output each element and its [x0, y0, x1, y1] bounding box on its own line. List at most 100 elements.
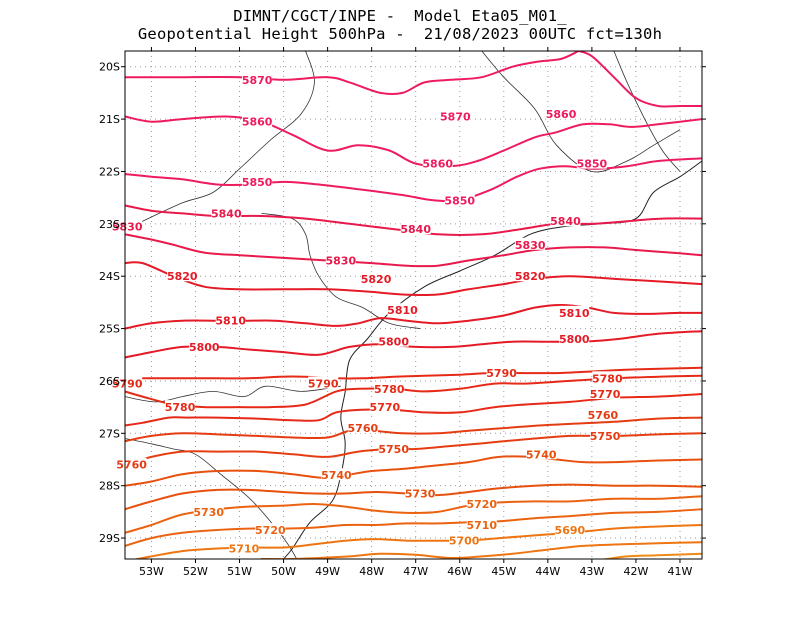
contour-5870	[577, 51, 702, 108]
contour-label-bg	[590, 428, 621, 441]
contour-label-bg	[228, 541, 259, 554]
x-tick-label: 45W	[491, 565, 516, 578]
contour-5680	[600, 552, 702, 559]
contour-label: 5790	[308, 378, 339, 391]
contour-5730	[125, 483, 702, 511]
contour-5710	[125, 508, 702, 547]
contour-5690	[260, 541, 702, 559]
contour-5860	[125, 115, 702, 168]
contour-label: 5740	[526, 448, 557, 461]
contour-label: 5850	[242, 176, 273, 189]
contour-label: 5690	[555, 524, 586, 537]
contour-label-bg	[440, 109, 471, 122]
contour-label-bg	[559, 332, 590, 345]
contour-5870	[125, 51, 580, 96]
contour-label-bg	[325, 253, 356, 266]
contour-label-bg	[116, 457, 147, 470]
contour-label-bg	[449, 533, 480, 546]
contour-5850	[125, 157, 702, 203]
contour-label: 5840	[400, 223, 431, 236]
contour-label: 5800	[559, 333, 590, 346]
contour-label: 5780	[165, 401, 196, 414]
contour-label-bg	[592, 371, 623, 384]
contour-label-bg	[167, 269, 198, 282]
contour-label-bg	[400, 222, 431, 235]
y-tick-label: 27S	[99, 427, 120, 440]
x-tick-label: 49W	[315, 565, 340, 578]
contour-label-bg	[515, 269, 546, 282]
contour-label-bg	[486, 366, 517, 379]
y-tick-label: 29S	[99, 532, 120, 545]
contour-label-bg	[211, 206, 242, 219]
contour-label: 5780	[592, 372, 623, 385]
contour-5740	[125, 455, 702, 487]
y-tick-label: 28S	[99, 480, 120, 493]
y-tick-label: 22S	[99, 165, 120, 178]
contour-5790	[125, 366, 702, 380]
contour-label-bg	[112, 376, 143, 389]
contour-label: 5710	[229, 543, 260, 556]
contour-label: 5760	[348, 422, 379, 435]
contour-label-bg	[242, 174, 273, 187]
state-boundary	[261, 213, 421, 329]
y-tick-label: 25S	[99, 323, 120, 336]
contour-label: 5830	[515, 239, 546, 252]
contour-label: 5810	[387, 304, 418, 317]
contour-label-bg	[587, 407, 618, 420]
contour-label-bg	[444, 193, 475, 206]
contour-label-bg	[559, 305, 590, 318]
contour-labels: 5870 5870 5860 5860 5860 5850 5850 5850 5840 5840…	[112, 72, 623, 556]
contour-label: 5750	[378, 443, 409, 456]
contour-label-bg	[242, 72, 273, 85]
contour-label-bg	[321, 468, 352, 481]
contour-label: 5800	[189, 341, 220, 354]
contour-label: 5820	[515, 270, 546, 283]
x-tick-label: 50W	[271, 565, 296, 578]
contour-label-bg	[193, 504, 224, 517]
state-boundary	[125, 438, 298, 559]
contour-label: 5760	[116, 459, 147, 472]
x-tick-label: 44W	[535, 565, 560, 578]
y-tick-label: 26S	[99, 375, 120, 388]
state-boundary	[613, 51, 681, 172]
contour-label: 5700	[449, 535, 480, 548]
contour-label-bg	[576, 156, 607, 169]
contour-label-bg	[378, 334, 409, 347]
map-title-line-2: Geopotential Height 500hPa - 21/08/2023 …	[137, 25, 663, 43]
contour-label-bg	[361, 271, 392, 284]
contour-label: 5790	[112, 378, 143, 391]
contour-5760	[125, 416, 702, 443]
contour-label: 5850	[444, 194, 475, 207]
contour-label-bg	[165, 400, 196, 413]
contour-label-bg	[405, 486, 436, 499]
state-boundary	[125, 51, 315, 230]
contour-label: 5870	[440, 110, 471, 123]
contour-label-bg	[255, 523, 286, 536]
contour-label-bg	[422, 156, 453, 169]
x-tick-label: 43W	[579, 565, 604, 578]
contour-label: 5720	[255, 524, 286, 537]
contour-label: 5810	[215, 315, 246, 328]
contour-label: 5850	[577, 158, 608, 171]
contour-label: 5770	[590, 388, 621, 401]
contour-label-bg	[554, 523, 585, 536]
contour-label: 5820	[167, 270, 198, 283]
contour-label: 5860	[422, 158, 453, 171]
x-tick-label: 46W	[447, 565, 472, 578]
axis-ticks: 53W 52W 51W 50W 49W 48W 47W 46W 45W 44W 43W 42W 41W 2…	[99, 47, 706, 578]
x-tick-label: 53W	[139, 565, 164, 578]
contour-label: 5810	[559, 307, 590, 320]
contour-label: 5710	[466, 519, 497, 532]
contour-label-bg	[526, 447, 557, 460]
y-tick-label: 23S	[99, 218, 120, 231]
contour-label: 5860	[546, 108, 577, 121]
y-tick-label: 21S	[99, 113, 120, 126]
contour-label-bg	[369, 400, 400, 413]
contour-label-bg	[112, 219, 143, 232]
x-tick-label: 47W	[403, 565, 428, 578]
contour-label: 5820	[361, 273, 392, 286]
contour-label: 5870	[242, 74, 273, 87]
y-tick-label: 24S	[99, 270, 120, 283]
contour-label-bg	[374, 381, 405, 394]
